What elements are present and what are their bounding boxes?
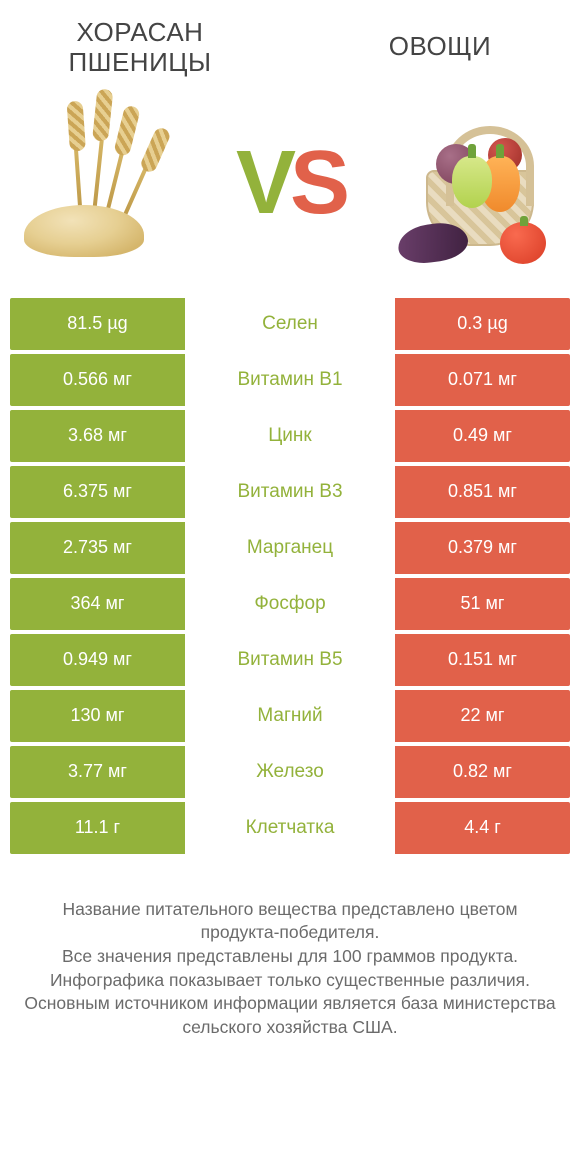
left-value: 0.949 мг — [10, 634, 185, 686]
table-row: 130 мгМагний22 мг — [10, 690, 570, 742]
right-value: 0.82 мг — [395, 746, 570, 798]
left-value: 130 мг — [10, 690, 185, 742]
nutrient-name: Селен — [185, 298, 395, 350]
nutrient-name: Витамин B1 — [185, 354, 395, 406]
left-value: 6.375 мг — [10, 466, 185, 518]
vs-s: S — [290, 133, 344, 233]
table-row: 11.1 гКлетчатка4.4 г — [10, 802, 570, 854]
right-value: 0.49 мг — [395, 410, 570, 462]
nutrient-name: Фосфор — [185, 578, 395, 630]
right-value: 0.3 µg — [395, 298, 570, 350]
nutrient-name: Железо — [185, 746, 395, 798]
nutrient-name: Клетчатка — [185, 802, 395, 854]
right-value: 51 мг — [395, 578, 570, 630]
product-title-right: ОВОЩИ — [330, 18, 550, 62]
comparison-table: 81.5 µgСелен0.3 µg0.566 мгВитамин B10.07… — [0, 298, 580, 854]
table-row: 3.68 мгЦинк0.49 мг — [10, 410, 570, 462]
vegetable-basket-icon — [392, 98, 562, 268]
header: ХОРАСАН ПШЕНИЦЫ ОВОЩИ — [0, 0, 580, 78]
nutrient-name: Магний — [185, 690, 395, 742]
footnote-line: Основным источником информации является … — [24, 992, 556, 1039]
table-row: 0.949 мгВитамин B50.151 мг — [10, 634, 570, 686]
nutrient-name: Витамин B5 — [185, 634, 395, 686]
table-row: 364 мгФосфор51 мг — [10, 578, 570, 630]
left-value: 3.77 мг — [10, 746, 185, 798]
hero-row: VS — [0, 78, 580, 298]
right-value: 0.851 мг — [395, 466, 570, 518]
footnote-line: Инфографика показывает только существенн… — [24, 969, 556, 993]
nutrient-name: Витамин B3 — [185, 466, 395, 518]
left-value: 11.1 г — [10, 802, 185, 854]
left-value: 2.735 мг — [10, 522, 185, 574]
vs-label: VS — [236, 138, 344, 228]
left-value: 364 мг — [10, 578, 185, 630]
right-value: 22 мг — [395, 690, 570, 742]
left-value: 81.5 µg — [10, 298, 185, 350]
table-row: 2.735 мгМарганец0.379 мг — [10, 522, 570, 574]
product-image-left — [18, 98, 188, 268]
table-row: 3.77 мгЖелезо0.82 мг — [10, 746, 570, 798]
right-value: 0.071 мг — [395, 354, 570, 406]
footnote-line: Все значения представлены для 100 граммо… — [24, 945, 556, 969]
left-value: 3.68 мг — [10, 410, 185, 462]
footnote-line: Название питательного вещества представл… — [24, 898, 556, 945]
right-value: 4.4 г — [395, 802, 570, 854]
footnote: Название питательного вещества представл… — [0, 858, 580, 1040]
table-row: 0.566 мгВитамин B10.071 мг — [10, 354, 570, 406]
right-value: 0.379 мг — [395, 522, 570, 574]
table-row: 6.375 мгВитамин B30.851 мг — [10, 466, 570, 518]
product-image-right — [392, 98, 562, 268]
table-row: 81.5 µgСелен0.3 µg — [10, 298, 570, 350]
vs-v: V — [236, 133, 290, 233]
nutrient-name: Цинк — [185, 410, 395, 462]
product-title-left: ХОРАСАН ПШЕНИЦЫ — [30, 18, 250, 78]
left-value: 0.566 мг — [10, 354, 185, 406]
right-value: 0.151 мг — [395, 634, 570, 686]
nutrient-name: Марганец — [185, 522, 395, 574]
wheat-icon — [18, 103, 188, 263]
